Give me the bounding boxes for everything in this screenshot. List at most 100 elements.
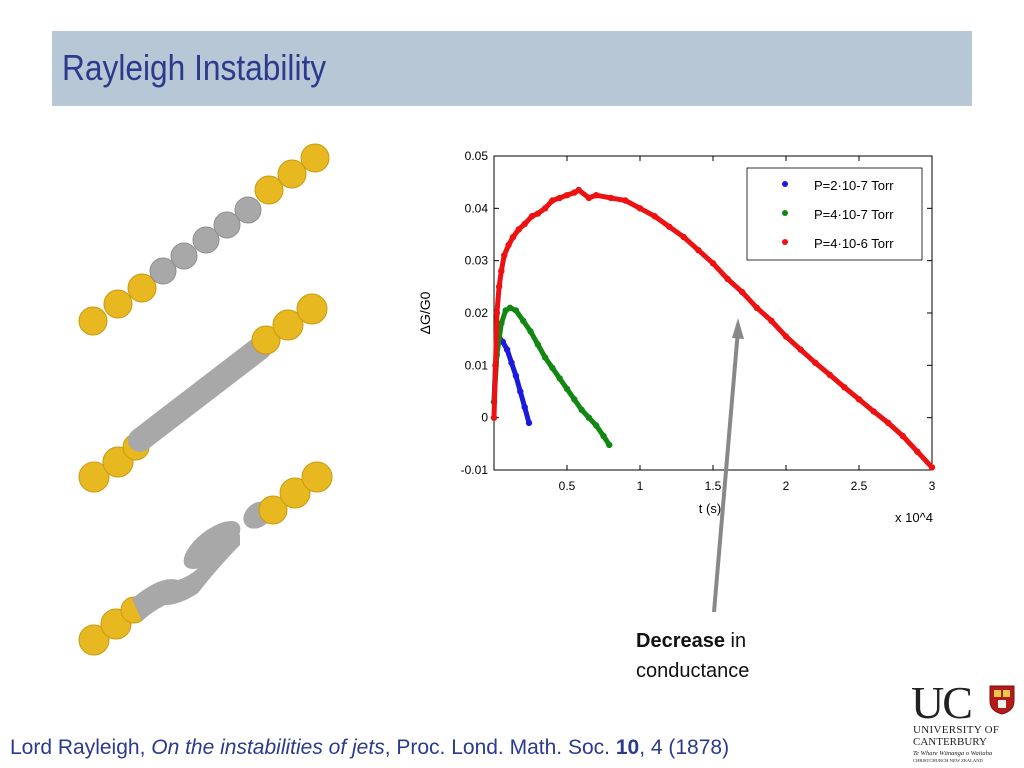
data-point bbox=[521, 220, 528, 228]
data-point bbox=[606, 441, 613, 449]
data-point bbox=[870, 408, 877, 415]
data-point bbox=[541, 205, 549, 212]
citation-volume: 10 bbox=[615, 736, 640, 759]
data-point bbox=[585, 194, 593, 202]
data-point bbox=[503, 346, 511, 353]
data-point bbox=[709, 260, 717, 267]
x-tick-label: 1.5 bbox=[705, 479, 722, 493]
data-point bbox=[563, 192, 571, 199]
callout-text: Decrease in conductance bbox=[636, 626, 749, 686]
y-tick-label: 0.04 bbox=[465, 201, 489, 215]
series-layer bbox=[490, 186, 936, 471]
data-point bbox=[826, 371, 833, 378]
x-tick-label: 2.5 bbox=[851, 479, 868, 493]
logo-line4: CHRISTCHURCH NEW ZEALAND bbox=[913, 758, 983, 763]
data-point bbox=[636, 205, 644, 212]
data-point bbox=[812, 359, 819, 366]
callout-rest1: in bbox=[724, 630, 747, 652]
x-axis-ticks: 0.5 1 1.5 2 2.5 3 bbox=[559, 156, 936, 493]
data-point bbox=[914, 448, 921, 455]
series-line bbox=[491, 305, 612, 448]
data-point bbox=[585, 414, 593, 421]
data-point bbox=[534, 341, 541, 348]
data-point bbox=[666, 223, 673, 230]
data-point bbox=[855, 396, 863, 403]
data-point bbox=[593, 192, 600, 199]
jet-illustration bbox=[78, 143, 333, 656]
callout-rest2: conductance bbox=[636, 660, 750, 682]
logo-line2: CANTERBURY bbox=[913, 736, 987, 748]
data-point bbox=[578, 406, 585, 413]
y-axis-ticks: -0.01 0 0.01 0.02 0.03 0.04 0.05 bbox=[461, 149, 932, 477]
data-point bbox=[498, 267, 505, 275]
y-axis-label: ΔG/G0 bbox=[417, 291, 433, 334]
data-point bbox=[506, 304, 514, 311]
citation-pages: , 4 (1878) bbox=[639, 736, 730, 759]
y-tick-label: 0.03 bbox=[465, 254, 489, 268]
y-tick-label: 0 bbox=[481, 411, 488, 425]
data-point bbox=[505, 241, 512, 249]
data-point bbox=[651, 213, 658, 220]
x-tick-label: 1 bbox=[637, 479, 644, 493]
slide-title: Rayleigh Instability bbox=[62, 47, 327, 88]
citation-author: Lord Rayleigh, bbox=[10, 736, 152, 759]
legend-marker bbox=[782, 210, 788, 216]
data-point bbox=[556, 194, 563, 202]
data-point bbox=[521, 404, 528, 411]
data-point bbox=[517, 388, 524, 395]
data-point bbox=[768, 317, 775, 324]
data-point bbox=[885, 419, 892, 427]
title-bar: Rayleigh Instability bbox=[52, 31, 972, 106]
data-point bbox=[527, 328, 534, 335]
data-point bbox=[739, 288, 746, 296]
data-point bbox=[841, 384, 848, 391]
logo-mark: UC bbox=[911, 677, 973, 728]
crest-icon bbox=[989, 685, 1015, 715]
series-2 bbox=[490, 304, 613, 449]
series-3 bbox=[490, 186, 936, 471]
data-point bbox=[498, 320, 505, 327]
x-multiplier: x 10^4 bbox=[895, 510, 933, 525]
citation-journal: , Proc. Lond. Math. Soc. bbox=[384, 736, 616, 759]
citation-title: On the instabilities of jets bbox=[151, 736, 385, 759]
x-axis-label: t (s) bbox=[699, 501, 721, 516]
data-point bbox=[695, 247, 702, 254]
data-point bbox=[622, 197, 629, 204]
legend-marker bbox=[782, 239, 788, 245]
data-point bbox=[508, 359, 515, 366]
data-point bbox=[575, 186, 582, 194]
university-logo: UC UNIVERSITY OF CANTERBURY Te Whare Wān… bbox=[905, 680, 1021, 764]
logo-line1: UNIVERSITY OF bbox=[913, 724, 1000, 736]
callout-bold: Decrease bbox=[636, 630, 725, 652]
callout-arrow bbox=[712, 318, 744, 613]
data-point bbox=[680, 233, 687, 241]
data-point bbox=[541, 354, 549, 361]
data-point bbox=[493, 309, 501, 317]
data-point bbox=[797, 346, 804, 353]
data-point bbox=[563, 385, 571, 393]
data-point bbox=[501, 252, 508, 259]
data-point bbox=[525, 419, 533, 427]
x-tick-label: 3 bbox=[929, 479, 936, 493]
data-point bbox=[556, 375, 563, 382]
legend: P=2·10-7 Torr P=4·10-7 Torr P=4·10-6 Torr bbox=[746, 167, 923, 261]
y-tick-label: 0.05 bbox=[465, 149, 489, 163]
data-point bbox=[899, 432, 906, 440]
y-tick-label: 0.02 bbox=[465, 306, 489, 320]
legend-label: P=4·10-6 Torr bbox=[814, 236, 894, 251]
data-point bbox=[753, 304, 760, 311]
data-point bbox=[509, 233, 517, 241]
data-point bbox=[492, 362, 499, 369]
data-point bbox=[512, 372, 520, 379]
jet-chain-of-spheres bbox=[78, 143, 330, 336]
data-point bbox=[782, 333, 790, 340]
data-point bbox=[534, 210, 541, 217]
logo-line3: Te Whare Wānanga o Waitaha bbox=[913, 750, 993, 757]
x-tick-label: 2 bbox=[783, 479, 790, 493]
data-point bbox=[600, 432, 607, 440]
data-point bbox=[724, 275, 731, 283]
legend-label: P=2·10-7 Torr bbox=[814, 178, 894, 193]
y-tick-label: 0.01 bbox=[465, 358, 489, 372]
legend-label: P=4·10-7 Torr bbox=[814, 207, 894, 222]
